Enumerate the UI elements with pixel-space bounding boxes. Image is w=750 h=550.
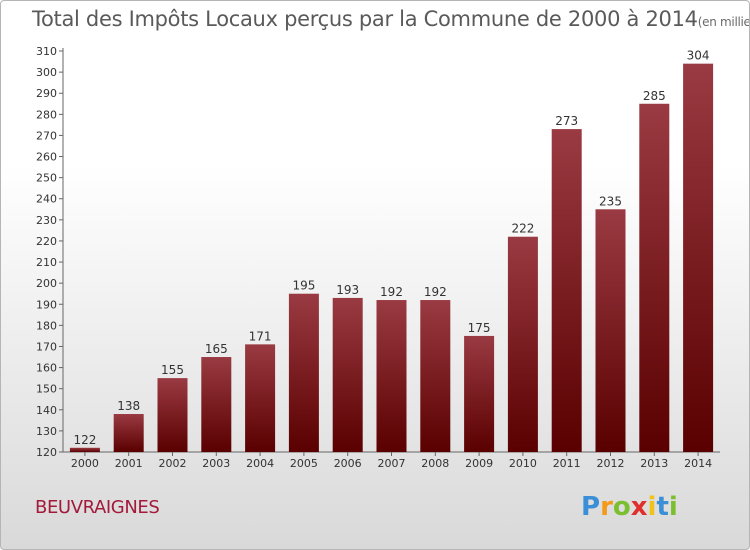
y-tick-label: 140 <box>36 404 57 417</box>
x-tick-label: 2011 <box>553 457 581 470</box>
y-tick-label: 170 <box>36 340 57 353</box>
value-label: 273 <box>555 114 578 128</box>
commune-name: BEUVRAIGNES <box>35 497 160 518</box>
x-tick-label: 2012 <box>597 457 625 470</box>
x-tick-label: 2002 <box>159 457 187 470</box>
x-tick-label: 2008 <box>421 457 449 470</box>
value-label: 304 <box>687 49 710 63</box>
bar <box>420 300 451 452</box>
x-tick-label: 2006 <box>334 457 362 470</box>
y-tick-label: 280 <box>36 108 57 121</box>
value-label: 285 <box>643 89 666 103</box>
bar <box>245 344 276 452</box>
bar <box>464 335 495 452</box>
bar <box>288 293 319 452</box>
x-tick-label: 2000 <box>71 457 99 470</box>
x-tick-label: 2009 <box>465 457 493 470</box>
x-tick-label: 2010 <box>509 457 537 470</box>
bar <box>376 300 407 452</box>
proxiti-logo: Proxiti <box>581 492 678 522</box>
y-tick-label: 220 <box>36 235 57 248</box>
value-label: 138 <box>117 399 140 413</box>
bar <box>507 236 538 452</box>
bar <box>69 447 100 452</box>
x-tick-label: 2004 <box>246 457 274 470</box>
value-label: 222 <box>511 222 534 236</box>
y-tick-label: 150 <box>36 383 57 396</box>
y-tick-label: 290 <box>36 87 57 100</box>
title-text: Total des Impôts Locaux perçus par la Co… <box>32 7 698 31</box>
value-label: 195 <box>292 279 315 293</box>
y-tick-label: 300 <box>36 66 57 79</box>
x-tick-label: 2003 <box>202 457 230 470</box>
bar <box>639 103 670 453</box>
y-tick-label: 180 <box>36 319 57 332</box>
value-label: 175 <box>468 321 491 335</box>
value-label: 192 <box>380 285 403 299</box>
y-tick-label: 190 <box>36 298 57 311</box>
y-tick-label: 260 <box>36 151 57 164</box>
unit-label: (en milliers d'€) <box>697 15 750 29</box>
value-label: 193 <box>336 283 359 297</box>
x-tick-label: 2014 <box>684 457 712 470</box>
x-tick-label: 2013 <box>640 457 668 470</box>
bar <box>551 129 582 452</box>
value-label: 122 <box>73 433 96 447</box>
bar <box>113 414 144 452</box>
value-label: 165 <box>205 342 228 356</box>
x-tick-label: 2001 <box>115 457 143 470</box>
x-tick-label: 2005 <box>290 457 318 470</box>
value-label: 155 <box>161 363 184 377</box>
y-tick-label: 160 <box>36 362 57 375</box>
y-tick-label: 210 <box>36 256 57 269</box>
x-tick-label: 2007 <box>378 457 406 470</box>
y-tick-label: 130 <box>36 425 57 438</box>
chart-title: Total des Impôts Locaux perçus par la Co… <box>32 7 750 31</box>
value-label: 171 <box>249 329 272 343</box>
y-tick-label: 230 <box>36 214 57 227</box>
bar <box>201 357 232 452</box>
y-tick-label: 270 <box>36 129 57 142</box>
value-label: 235 <box>599 194 622 208</box>
y-tick-label: 200 <box>36 277 57 290</box>
y-tick-label: 250 <box>36 172 57 185</box>
value-label: 192 <box>424 285 447 299</box>
y-tick-label: 120 <box>36 446 57 459</box>
y-tick-label: 240 <box>36 193 57 206</box>
y-tick-label: 310 <box>36 45 57 58</box>
bar <box>332 297 363 452</box>
bar <box>157 378 188 452</box>
bar <box>683 63 714 453</box>
bar <box>595 209 626 452</box>
